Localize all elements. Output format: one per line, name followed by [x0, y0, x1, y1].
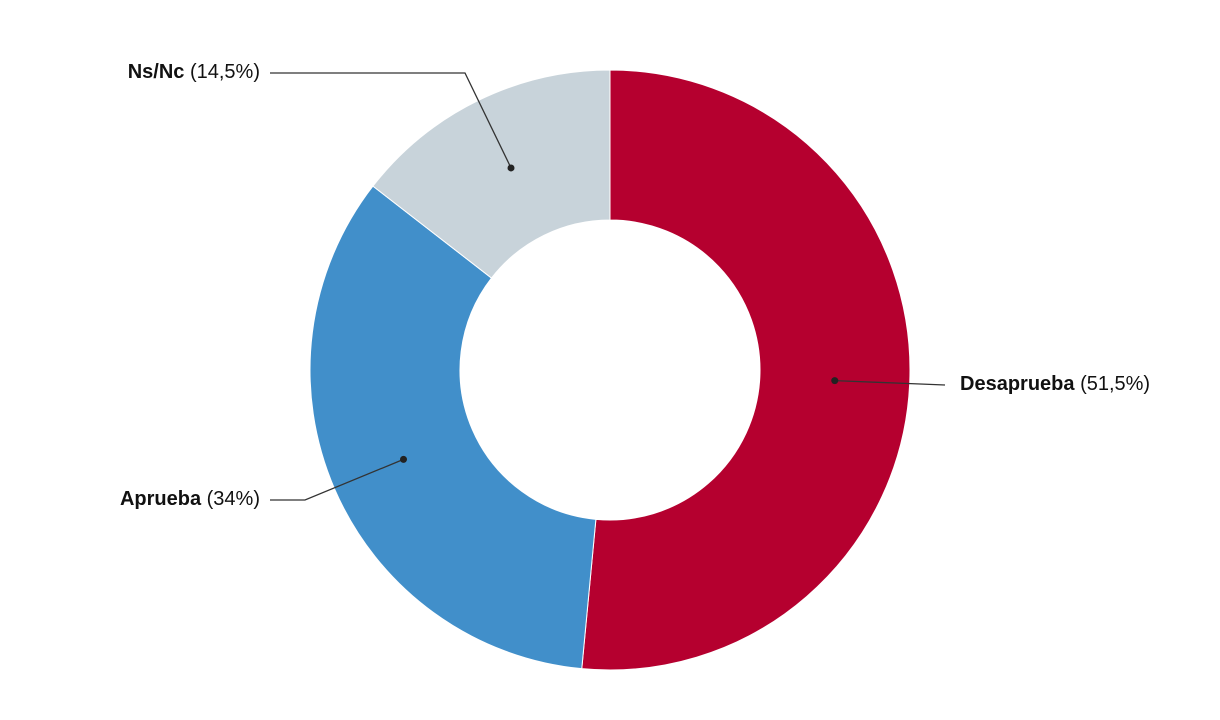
- slice-label: Desaprueba (51,5%): [960, 373, 1150, 395]
- leader-dot: [507, 164, 515, 172]
- leader-dot: [400, 455, 408, 463]
- category-name: Aprueba: [120, 488, 202, 510]
- leader-dot: [831, 377, 839, 385]
- value-label: (51,5%): [1080, 373, 1150, 395]
- category-name: Desaprueba: [960, 373, 1075, 395]
- leader-line: [270, 72, 512, 169]
- leader-line: [270, 458, 404, 501]
- donut-slice: [309, 185, 597, 670]
- slice-label: Ns/Nc (14,5%): [128, 61, 260, 83]
- leader-line: [834, 379, 946, 386]
- value-label: (14,5%): [190, 61, 260, 83]
- category-name: Ns/Nc: [128, 61, 185, 83]
- donut-slice: [372, 69, 611, 279]
- value-label: (34%): [207, 488, 260, 510]
- slice-label: Aprueba (34%): [120, 488, 260, 510]
- donut-slice: [581, 69, 911, 671]
